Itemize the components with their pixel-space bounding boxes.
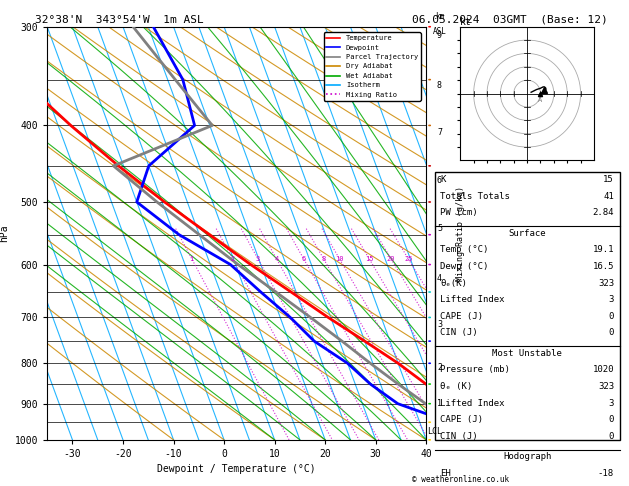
Text: K: K <box>440 175 445 184</box>
Text: CAPE (J): CAPE (J) <box>440 415 483 424</box>
Text: 323: 323 <box>598 278 614 288</box>
Text: 16.5: 16.5 <box>593 262 614 271</box>
Text: EH: EH <box>440 469 451 478</box>
Text: 41: 41 <box>603 191 614 201</box>
Text: 1: 1 <box>189 256 194 262</box>
Text: 0: 0 <box>609 312 614 321</box>
Text: 3: 3 <box>609 295 614 304</box>
Text: 20: 20 <box>387 256 395 262</box>
Text: 0: 0 <box>609 415 614 424</box>
Text: 4: 4 <box>274 256 279 262</box>
Text: Lifted Index: Lifted Index <box>440 399 504 408</box>
Text: Mixing Ratio (g/kg): Mixing Ratio (g/kg) <box>456 186 465 281</box>
Text: Hodograph: Hodograph <box>503 452 551 461</box>
Text: Temp (°C): Temp (°C) <box>440 245 489 255</box>
Text: Most Unstable: Most Unstable <box>492 349 562 358</box>
Text: A: A <box>538 97 542 103</box>
Text: 6: 6 <box>437 176 442 185</box>
Text: Dewp (°C): Dewp (°C) <box>440 262 489 271</box>
Text: 2: 2 <box>437 363 442 372</box>
Text: Totals Totals: Totals Totals <box>440 191 510 201</box>
Text: 4: 4 <box>437 274 442 283</box>
Text: ASL: ASL <box>433 27 447 36</box>
Text: Pressure (mb): Pressure (mb) <box>440 365 510 375</box>
Text: 15: 15 <box>365 256 374 262</box>
Text: θₑ (K): θₑ (K) <box>440 382 472 391</box>
Text: CAPE (J): CAPE (J) <box>440 312 483 321</box>
Text: Lifted Index: Lifted Index <box>440 295 504 304</box>
Text: 0: 0 <box>609 432 614 441</box>
Text: 0: 0 <box>609 329 614 337</box>
Text: 9: 9 <box>437 31 442 40</box>
Text: 7: 7 <box>437 128 442 137</box>
Text: 5: 5 <box>437 224 442 233</box>
Text: 6: 6 <box>301 256 306 262</box>
Text: 8: 8 <box>321 256 326 262</box>
Text: 10: 10 <box>335 256 343 262</box>
Text: 1: 1 <box>437 399 442 408</box>
Text: kt: kt <box>460 17 472 27</box>
Text: 8: 8 <box>437 81 442 90</box>
Text: 323: 323 <box>598 382 614 391</box>
Text: CIN (J): CIN (J) <box>440 432 478 441</box>
Text: 3: 3 <box>437 320 442 329</box>
Text: Surface: Surface <box>508 229 546 238</box>
Text: 19.1: 19.1 <box>593 245 614 255</box>
Text: 06.05.2024  03GMT  (Base: 12): 06.05.2024 03GMT (Base: 12) <box>412 15 608 25</box>
Text: 15: 15 <box>603 175 614 184</box>
Text: 2: 2 <box>230 256 235 262</box>
Text: 3: 3 <box>256 256 260 262</box>
Text: LCL: LCL <box>427 427 442 435</box>
Text: 2.84: 2.84 <box>593 208 614 217</box>
Text: © weatheronline.co.uk: © weatheronline.co.uk <box>412 474 509 484</box>
Y-axis label: hPa: hPa <box>0 225 9 242</box>
Text: PW (cm): PW (cm) <box>440 208 478 217</box>
Text: km: km <box>435 12 444 20</box>
Text: CIN (J): CIN (J) <box>440 329 478 337</box>
Text: 3: 3 <box>609 399 614 408</box>
Text: -18: -18 <box>598 469 614 478</box>
Text: 32°38'N  343°54'W  1m ASL: 32°38'N 343°54'W 1m ASL <box>35 15 203 25</box>
Text: 1020: 1020 <box>593 365 614 375</box>
Text: 25: 25 <box>404 256 413 262</box>
X-axis label: Dewpoint / Temperature (°C): Dewpoint / Temperature (°C) <box>157 465 316 474</box>
Legend: Temperature, Dewpoint, Parcel Trajectory, Dry Adiabat, Wet Adiabat, Isotherm, Mi: Temperature, Dewpoint, Parcel Trajectory… <box>323 32 421 101</box>
Text: θₑ(K): θₑ(K) <box>440 278 467 288</box>
